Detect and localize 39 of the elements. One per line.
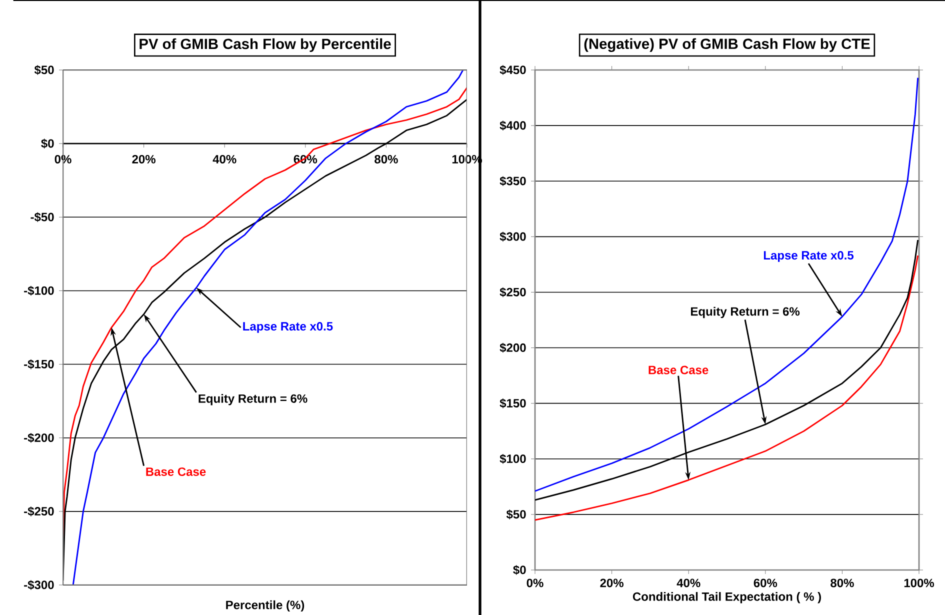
y-tick-label: -$150 <box>24 359 54 370</box>
x-tick-label: 80% <box>830 578 854 588</box>
text: Lapse Rate x0.5 <box>243 322 333 333</box>
x-tick-label: 60% <box>754 578 778 588</box>
y-tick-label: $0 <box>41 138 54 148</box>
text: Equity Return = 6% <box>198 394 308 406</box>
y-tick-label: $50 <box>506 510 526 520</box>
y-tick-label: $400 <box>500 120 526 130</box>
y-tick-label: -$200 <box>24 432 54 443</box>
text: Base Case <box>146 467 206 476</box>
y-tick-label: $0 <box>513 565 526 575</box>
x-tick-label: 20% <box>132 154 156 164</box>
y-tick-label: $350 <box>500 176 526 186</box>
chart-title: PV of GMIB Cash Flow by Percentile <box>140 38 391 52</box>
x-axis-title: Conditional Tail Expectation ( % ) <box>632 592 821 604</box>
series-label: Lapse Rate x0.5 <box>764 251 854 262</box>
y-tick-label: $50 <box>34 65 54 75</box>
x-axis-title: Percentile (%) <box>226 600 304 612</box>
chart-title: (Negative) PV of GMIB Cash Flow by CTE <box>584 38 870 52</box>
x-tick-label: 100% <box>904 578 934 588</box>
y-tick-label: $200 <box>500 342 526 353</box>
x-tick-label: 20% <box>600 578 624 588</box>
line-series <box>535 77 919 492</box>
y-tick-label: $100 <box>500 454 526 464</box>
x-tick-label: 80% <box>374 154 398 164</box>
text: Base Case <box>648 366 708 374</box>
y-tick-label: $250 <box>500 287 526 298</box>
x-tick-label: 0% <box>54 154 72 164</box>
y-tick-label: -$300 <box>24 580 54 590</box>
y-tick-label: $450 <box>500 65 526 75</box>
x-tick-label: 0% <box>526 578 544 588</box>
text: Equity Return = 6% <box>691 306 800 318</box>
x-tick-label: 40% <box>676 578 700 588</box>
y-tick-label: -$50 <box>30 212 54 222</box>
y-tick-label: -$100 <box>24 286 54 296</box>
y-tick-label: $150 <box>500 398 526 408</box>
x-tick-label: 40% <box>212 154 236 164</box>
y-tick-label: -$250 <box>24 506 54 516</box>
y-tick-label: $300 <box>500 232 526 242</box>
